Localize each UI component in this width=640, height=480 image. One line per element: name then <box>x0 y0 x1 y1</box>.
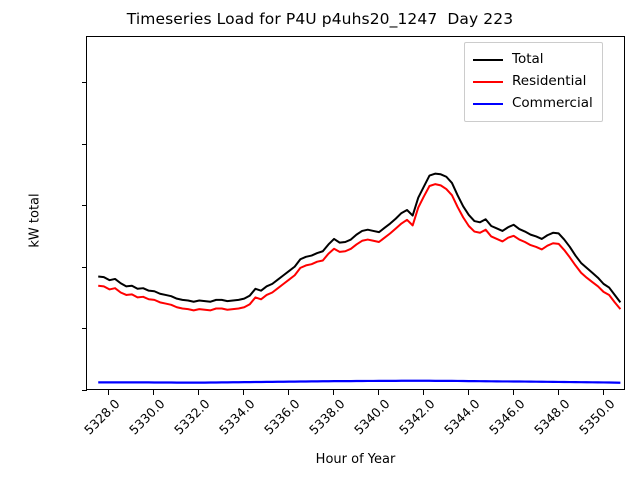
x-tick-mark <box>422 390 424 395</box>
series-line-residential <box>98 183 622 312</box>
chart-title: Timeseries Load for P4U p4uhs20_1247 Day… <box>126 10 514 28</box>
x-tick-mark <box>243 390 245 395</box>
legend-swatch-residential-icon <box>473 81 503 83</box>
legend-label: Residential <box>512 73 587 90</box>
y-tick-mark <box>82 390 87 391</box>
series-canvas <box>98 172 622 384</box>
legend-item-residential: Residential <box>473 71 593 93</box>
x-tick-mark <box>198 390 200 395</box>
y-tick-mark <box>82 205 87 207</box>
y-tick-mark <box>82 82 87 84</box>
y-tick-mark <box>82 143 87 145</box>
x-tick-mark <box>377 390 379 395</box>
y-tick-mark <box>82 328 87 330</box>
x-tick-mark <box>557 390 559 395</box>
series-line-commercial <box>98 379 621 384</box>
legend-item-commercial: Commercial <box>473 93 593 115</box>
x-tick-mark <box>108 390 110 395</box>
x-tick-mark <box>288 390 290 395</box>
y-axis-label: kW total <box>27 193 43 248</box>
y-tick-mark <box>82 266 87 268</box>
x-tick-mark <box>333 390 335 395</box>
x-axis-label: Hour of Year <box>315 452 396 467</box>
x-tick-mark <box>602 390 604 395</box>
legend-swatch-commercial-icon <box>473 103 503 105</box>
legend-label: Total <box>512 51 544 68</box>
series-line-total <box>98 172 622 303</box>
x-tick-mark <box>467 390 469 395</box>
legend-label: Commercial <box>512 95 593 112</box>
x-tick-mark <box>153 390 155 395</box>
legend: Total Residential Commercial <box>464 42 603 122</box>
x-tick-mark <box>512 390 514 395</box>
legend-item-total: Total <box>473 49 593 71</box>
legend-swatch-total-icon <box>473 59 503 61</box>
